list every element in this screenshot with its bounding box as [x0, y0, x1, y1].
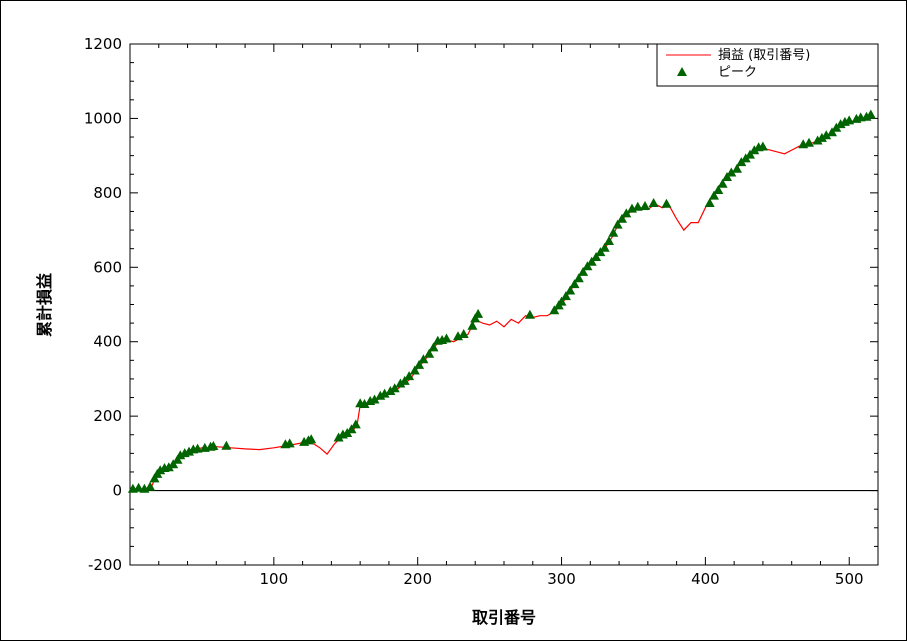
peak-marker	[399, 375, 410, 385]
peak-marker	[441, 333, 452, 343]
peak-marker	[414, 359, 425, 369]
peak-marker	[617, 213, 627, 223]
y-tick-label: 1000	[84, 109, 122, 127]
peak-marker	[757, 141, 768, 151]
peak-marker	[306, 434, 317, 444]
peak-marker	[749, 145, 760, 155]
peak-marker	[578, 266, 589, 276]
peak-marker	[726, 167, 737, 177]
x-tick-label: 400	[691, 570, 720, 588]
peak-marker	[524, 309, 535, 319]
peak-marker	[163, 462, 174, 472]
peak-marker	[395, 378, 406, 388]
peak-marker	[865, 109, 876, 119]
y-axis-title: 累計損益	[35, 273, 54, 337]
peak-marker	[560, 291, 571, 301]
y-tick-label: 200	[93, 407, 122, 425]
peak-marker	[821, 130, 832, 140]
x-tick-label: 200	[403, 570, 432, 588]
peak-marker	[404, 371, 415, 381]
x-tick-label: 100	[260, 570, 289, 588]
peak-marker	[608, 227, 619, 237]
peak-marker	[208, 441, 219, 450]
peak-marker	[389, 383, 400, 393]
peak-marker	[632, 201, 643, 211]
peak-marker	[709, 190, 719, 200]
peak-marker	[713, 185, 724, 194]
peak-marker	[599, 242, 610, 252]
peak-marker	[369, 394, 380, 404]
peak-marker	[816, 132, 827, 142]
peak-marker	[556, 296, 567, 306]
peak-marker	[284, 438, 295, 448]
peak-marker	[804, 137, 814, 147]
peak-marker	[640, 201, 650, 210]
peak-marker	[612, 219, 623, 229]
series-layer	[127, 109, 876, 493]
peak-marker	[732, 163, 742, 173]
plot-area	[129, 43, 879, 566]
x-tick-label: 300	[547, 570, 576, 588]
legend-marker-swatch	[677, 67, 687, 76]
legend-label-profit: 損益 (取引番号)	[718, 48, 810, 63]
peak-marker	[812, 135, 823, 145]
peak-marker	[586, 256, 597, 266]
peak-marker	[424, 348, 435, 358]
peak-marker	[350, 419, 361, 429]
peak-marker	[409, 365, 420, 375]
legend-box	[656, 43, 879, 87]
peak-marker	[418, 354, 429, 364]
peak-marker	[569, 279, 580, 289]
peak-marker	[604, 236, 614, 245]
y-tick-label: 400	[93, 333, 122, 351]
peak-marker	[704, 198, 715, 207]
peak-marker	[473, 308, 484, 318]
peak-marker	[565, 285, 576, 295]
peak-marker	[428, 342, 439, 352]
peak-marker	[717, 178, 728, 188]
peak-marker	[648, 198, 659, 207]
peak-marker	[133, 482, 144, 492]
y-tick-label: 800	[93, 184, 122, 202]
peak-marker	[192, 443, 203, 453]
peak-marker	[359, 399, 370, 408]
x-axis-title: 取引番号	[472, 608, 536, 627]
y-tick-label: 1200	[84, 35, 122, 53]
peak-marker	[145, 481, 156, 491]
peak-marker	[385, 386, 396, 395]
peak-marker	[844, 115, 855, 125]
peak-marker	[458, 329, 469, 338]
peak-marker	[221, 440, 232, 450]
peak-marker	[467, 320, 478, 330]
legend-label-peak: ピーク	[718, 65, 757, 80]
peak-marker	[346, 424, 357, 434]
x-tick-label: 500	[835, 570, 864, 588]
y-tick-label: 0	[112, 482, 122, 500]
peak-marker	[549, 305, 560, 315]
y-tick-label: -200	[88, 556, 122, 574]
peak-marker	[591, 252, 602, 261]
peak-marker	[379, 388, 390, 398]
peak-marker	[573, 273, 584, 283]
peak-marker	[621, 208, 632, 218]
peak-marker	[661, 198, 672, 208]
peak-marker	[333, 432, 344, 442]
tick-labels: -200 0 200 400 600 800 1000 1200 100 200 300 400 500	[84, 35, 864, 588]
y-tick-label: 600	[93, 258, 122, 276]
legend: 損益 (取引番号) ピーク	[656, 43, 879, 87]
